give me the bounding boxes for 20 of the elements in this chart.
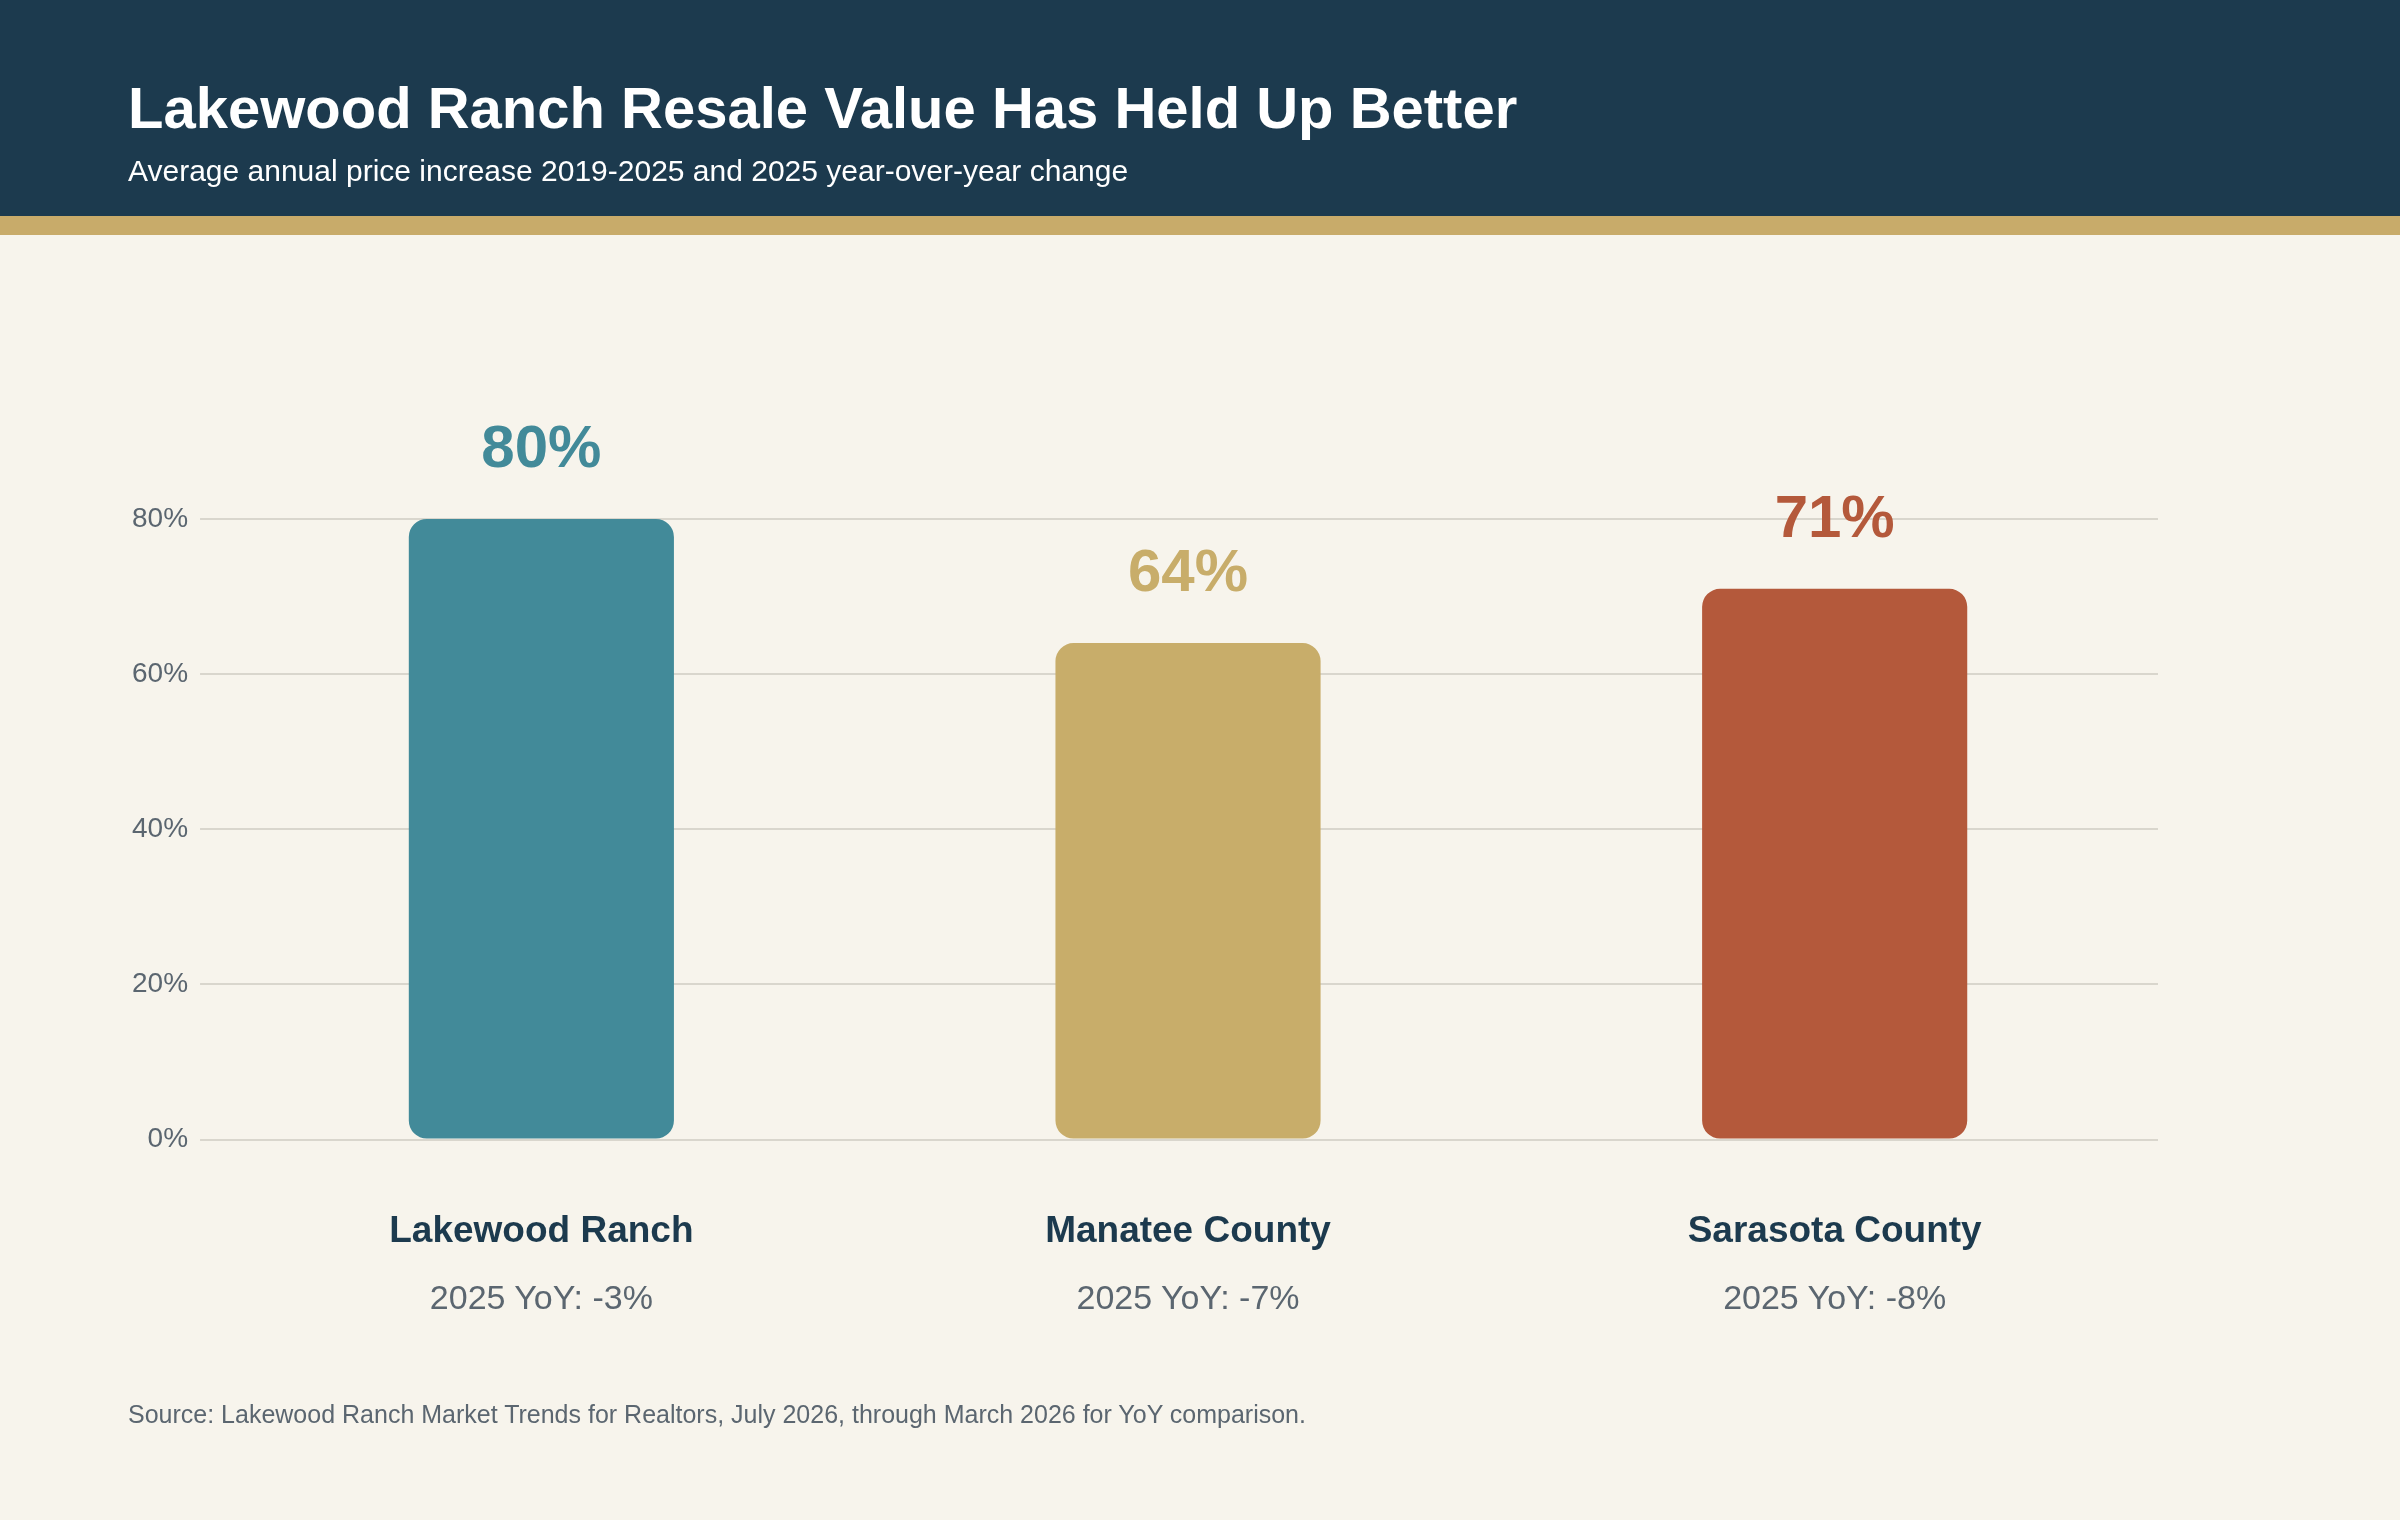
x-tick-label: Manatee County: [1045, 1209, 1332, 1250]
text: 2025 YoY: -7%: [1076, 1277, 1300, 1316]
y-tick-label: 20%: [131, 967, 189, 999]
text: 2025 YoY: -8%: [1723, 1277, 1947, 1316]
bar: [1702, 588, 1968, 1139]
chart-title: Lakewood Ranch Resale Value Has Held Up Better: [128, 74, 1518, 141]
y-tick-label: 0%: [147, 1122, 189, 1154]
chart-subtitle: Average annual price increase 2019-2025 and 2025 year-over-year change: [128, 154, 1129, 188]
data-label: 64%: [1127, 537, 1249, 605]
data-label: 80%: [481, 413, 602, 480]
bar: [408, 519, 674, 1139]
y-tick-label: 80%: [131, 501, 189, 533]
y-tick-label: 60%: [131, 656, 189, 688]
source-note: Source: Lakewood Ranch Market Trends for Realtors, July 2026, through March 2026 for YoY comparison.: [128, 1400, 1306, 1429]
x-tick-label: Sarasota County: [1687, 1209, 1983, 1250]
x-tick-label: Lakewood Ranch: [389, 1209, 694, 1250]
y-tick-label: 40%: [131, 812, 189, 844]
bar: [1055, 643, 1321, 1139]
data-label: 71%: [1774, 482, 1895, 550]
text: 2025 YoY: -3%: [429, 1277, 653, 1316]
